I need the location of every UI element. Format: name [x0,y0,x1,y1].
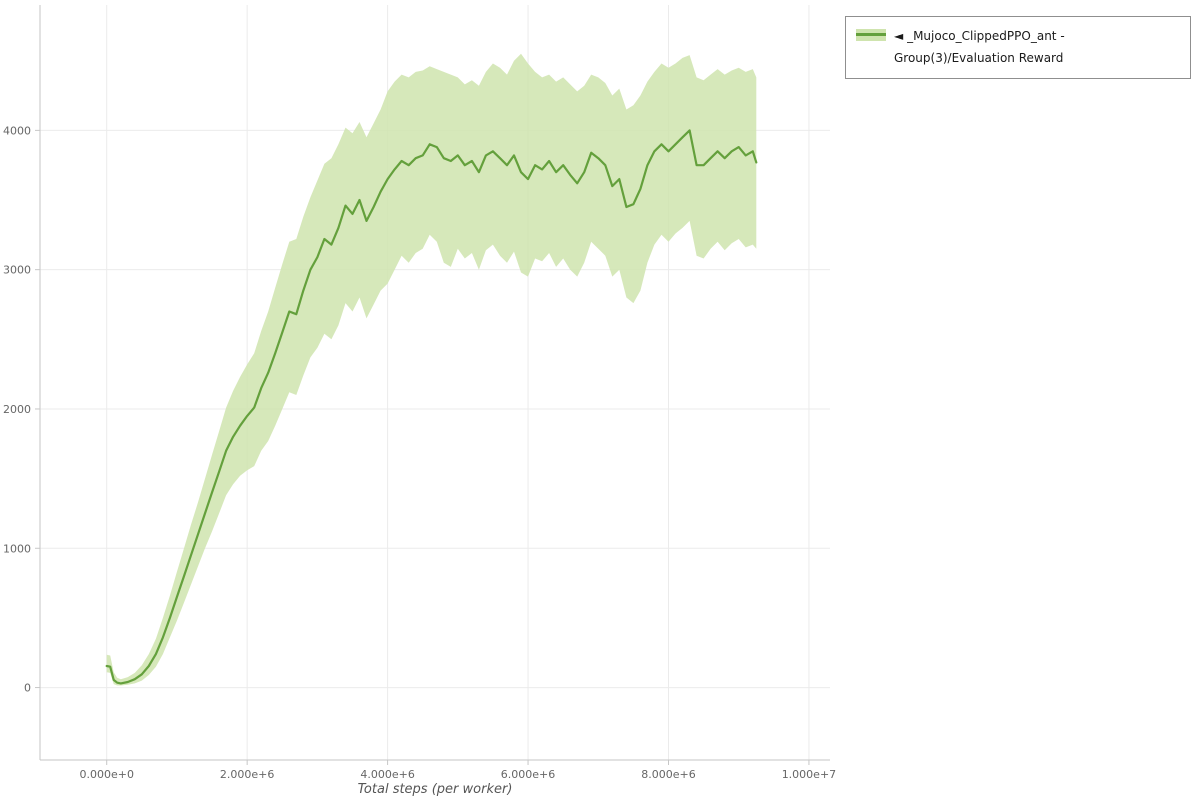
x-tick-label: 0.000e+0 [79,768,133,781]
x-tick-label: 2.000e+6 [220,768,274,781]
legend: ◄ _Mujoco_ClippedPPO_ant - Group(3)/Eval… [845,16,1191,80]
x-axis-title: Total steps (per worker) [358,782,513,797]
y-tick-label: 3000 [3,264,31,277]
x-tick-label: 6.000e+6 [501,768,555,781]
legend-item[interactable]: ◄ _Mujoco_ClippedPPO_ant - Group(3)/Eval… [856,26,1180,69]
x-tick-label: 8.000e+6 [641,768,695,781]
y-tick-label: 4000 [3,124,31,137]
legend-swatch-line [856,33,886,36]
x-tick-label: 4.000e+6 [360,768,414,781]
y-tick-label: 2000 [3,403,31,416]
y-tick-label: 0 [24,682,31,695]
mean-line [105,129,758,685]
confidence-band [106,53,757,686]
x-tick-label: 1.000e+7 [782,768,836,781]
y-tick-label: 1000 [3,542,31,555]
series-layer [105,53,758,686]
legend-label: _Mujoco_ClippedPPO_ant - Group(3)/Evalua… [894,29,1065,65]
legend-collapse-icon[interactable]: ◄ [894,29,904,43]
legend-text: ◄ _Mujoco_ClippedPPO_ant - Group(3)/Eval… [894,26,1180,69]
legend-swatch-band [856,29,886,41]
axis-layer: 0.000e+0 2.000e+6 4.000e+6 6.000e+6 8.000e+6… [3,5,836,781]
